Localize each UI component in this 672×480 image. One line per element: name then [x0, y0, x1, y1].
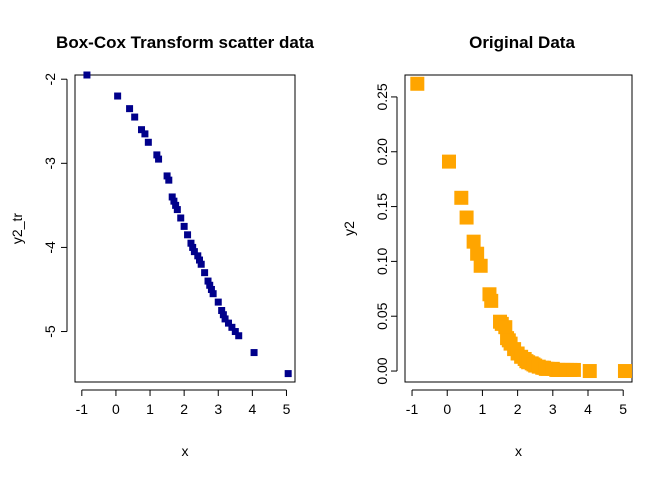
data-point — [190, 248, 198, 256]
x-tick-label: -1 — [406, 401, 419, 417]
data-point — [204, 277, 212, 285]
y-tick-label: 0.20 — [374, 138, 390, 165]
data-point — [235, 332, 243, 340]
data-point — [206, 281, 214, 289]
data-point — [195, 256, 203, 264]
x-tick-label: 0 — [112, 401, 120, 417]
data-point — [194, 252, 202, 260]
data-point — [144, 138, 152, 146]
y-tick-label: 0.05 — [374, 302, 390, 329]
data-point — [221, 315, 229, 323]
data-point — [187, 239, 195, 247]
data-point — [165, 176, 173, 184]
data-point — [224, 319, 232, 327]
data-point — [214, 298, 222, 306]
x-tick-label: 1 — [479, 401, 487, 417]
data-point — [126, 105, 134, 113]
data-point — [197, 260, 205, 268]
right-scatter-panel: Original Data -1 0 1 2 3 4 5 x 0.00 0.05 0.10 0.15 0.… — [341, 33, 633, 459]
data-point — [473, 258, 488, 273]
chart-title: Original Data — [469, 33, 575, 52]
y-tick-label: -3 — [42, 157, 58, 170]
x-tick-label: 1 — [146, 401, 154, 417]
data-point — [207, 285, 215, 293]
data-point — [566, 362, 581, 377]
x-tick-label: 2 — [180, 401, 188, 417]
data-point — [163, 172, 171, 180]
data-point — [466, 234, 481, 249]
data-point — [231, 328, 239, 336]
data-point — [441, 154, 456, 169]
x-tick-label: 0 — [443, 401, 451, 417]
x-tick-label: 5 — [619, 401, 627, 417]
data-point — [617, 364, 632, 379]
data-point — [484, 293, 499, 308]
data-point — [410, 76, 425, 91]
x-tick-label: 3 — [214, 401, 222, 417]
data-point — [470, 246, 485, 261]
x-tick-label: 4 — [248, 401, 256, 417]
data-point — [131, 113, 139, 121]
data-point — [284, 370, 292, 378]
data-point — [180, 222, 188, 230]
data-point — [209, 290, 217, 298]
data-point — [228, 323, 236, 331]
y-tick-label: 0.00 — [374, 357, 390, 384]
y-tick-label: -2 — [42, 73, 58, 86]
y-axis-label: y2_tr — [9, 213, 25, 244]
data-point — [498, 320, 513, 335]
y-tick-label: -4 — [42, 241, 58, 254]
y-tick-label: 0.15 — [374, 193, 390, 220]
y-tick-label: 0.25 — [374, 83, 390, 110]
data-point — [173, 206, 181, 214]
chart-title: Box-Cox Transform scatter data — [56, 33, 314, 52]
data-point — [114, 92, 122, 100]
data-point — [189, 243, 197, 251]
x-tick-label: 4 — [584, 401, 592, 417]
data-point — [83, 71, 91, 79]
data-point — [172, 201, 180, 209]
data-point — [153, 151, 161, 159]
y-tick-label: -5 — [42, 325, 58, 338]
data-point — [218, 307, 226, 315]
data-point — [138, 126, 146, 134]
plot-frame — [404, 74, 633, 383]
y-axis-label: y2 — [341, 221, 357, 236]
x-tick-label: 2 — [514, 401, 522, 417]
data-point — [177, 214, 185, 222]
data-point — [168, 193, 176, 201]
x-tick-label: 5 — [283, 401, 291, 417]
data-point — [184, 231, 192, 239]
data-point — [582, 364, 597, 379]
data-point — [155, 155, 163, 163]
plot-frame — [74, 74, 296, 383]
data-point — [219, 311, 227, 319]
data-point — [250, 349, 258, 357]
data-point — [201, 269, 209, 277]
x-axis-label: x — [515, 443, 522, 459]
data-point — [454, 190, 469, 205]
y-tick-label: 0.10 — [374, 248, 390, 275]
data-point — [459, 210, 474, 225]
left-scatter-panel: Box-Cox Transform scatter data -1 0 1 2 3 4 5 x -… — [9, 33, 314, 459]
x-tick-label: -1 — [76, 401, 89, 417]
data-point — [141, 130, 149, 138]
x-tick-label: 3 — [549, 401, 557, 417]
data-point — [170, 197, 178, 205]
x-axis-label: x — [182, 443, 189, 459]
